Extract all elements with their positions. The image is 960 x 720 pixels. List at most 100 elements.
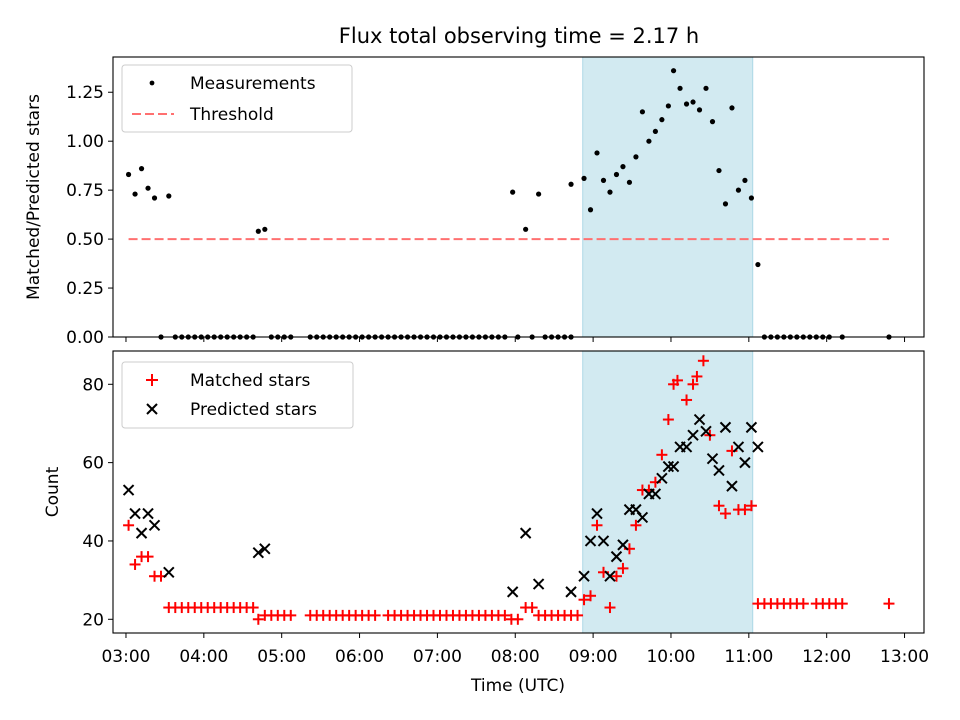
matched-stars-point [578, 594, 590, 606]
measurement-point [620, 164, 626, 170]
measurement-point [652, 128, 658, 135]
ratio-panel-frame [112, 56, 925, 338]
matched-stars-point [745, 500, 757, 512]
predicted-stars-point [578, 570, 590, 582]
matched-stars-point [617, 562, 629, 574]
predicted-stars-point [739, 456, 751, 469]
predicted-stars-point [662, 460, 675, 473]
count-legend-box [121, 361, 354, 429]
matched-stars-point [697, 355, 709, 367]
legend-measurements-label: Measurements [190, 74, 316, 94]
x-tick-label: 04:00 [179, 647, 228, 667]
y-tick-label: 1.25 [66, 83, 104, 103]
predicted-stars-point [519, 527, 532, 539]
matched-stars-point [129, 558, 141, 570]
predicted-stars-point [649, 488, 662, 500]
measurement-point [255, 228, 261, 234]
predicted-stars-point [667, 460, 680, 473]
measurement-point [659, 117, 665, 123]
y-tick-label: 1.00 [66, 132, 104, 152]
y-tick-label: 60 [82, 454, 104, 474]
y-tick-label: 0.00 [66, 328, 104, 348]
measurement-point [665, 103, 671, 109]
measurement-point [696, 107, 703, 113]
measurement-point [600, 177, 607, 183]
predicted-stars-point [129, 507, 141, 520]
matched-stars-point [681, 394, 693, 406]
predicted-stars-point [732, 441, 745, 453]
predicted-stars-point [636, 511, 649, 524]
y-tick-label: 0.50 [66, 230, 104, 250]
measurement-point [581, 175, 587, 181]
measurement-point [613, 171, 620, 178]
measurement-point [151, 195, 158, 201]
predicted-stars-point [252, 547, 265, 559]
measurement-point [536, 191, 542, 197]
measurement-point [729, 105, 735, 111]
predicted-stars-point [122, 484, 135, 496]
measurement-point [703, 85, 709, 91]
predicted-stars-point [259, 543, 271, 555]
y-tick-label: 80 [82, 375, 104, 395]
x-tick-label: 07:00 [413, 647, 462, 667]
x-tick-label: 06:00 [335, 647, 384, 667]
x-tick-label: 09:00 [569, 647, 618, 667]
matched-stars-point [739, 504, 751, 516]
measurement-point [716, 167, 722, 174]
predicted-stars-point [604, 570, 616, 582]
ratio-legend-box [121, 64, 353, 133]
predicted-stars-point [584, 535, 597, 547]
count-y-axis-label: Count [43, 466, 63, 517]
matched-stars-point [662, 414, 674, 426]
x-tick-label: 05:00 [257, 647, 306, 667]
measurement-point [568, 181, 574, 187]
matched-stars-point [526, 602, 538, 614]
y-tick-label: 0.25 [66, 279, 104, 299]
x-tick-label: 08:00 [491, 647, 540, 667]
matched-stars-point [797, 598, 809, 610]
predicted-stars-point [693, 413, 706, 426]
measurement-point [709, 119, 716, 125]
measurement-point [262, 226, 268, 232]
matched-stars-point [142, 551, 154, 563]
matched-stars-point [585, 590, 597, 602]
predicted-stars-point [532, 578, 545, 590]
measurement-point [639, 109, 646, 115]
measurement-point [166, 193, 172, 199]
predicted-stars-point [142, 507, 154, 520]
x-tick-label: 12:00 [802, 647, 851, 667]
ratio-panel: 0.00 0.25 0.50 0.75 1.00 1.25 Matched/Predict… [24, 56, 925, 348]
predicted-stars-point [706, 453, 719, 465]
measurement-point [138, 166, 145, 172]
matched-stars-point [572, 609, 584, 621]
matched-stars-point [604, 602, 616, 614]
x-tick-label: 03:00 [101, 647, 150, 667]
legend-measurements-marker [149, 80, 155, 86]
matched-stars-point [713, 500, 725, 512]
predicted-stars-point [745, 421, 758, 434]
predicted-stars-point [565, 586, 577, 598]
matched-stars-point [512, 613, 524, 625]
matched-stars-point [499, 609, 511, 621]
matched-stars-point [123, 519, 135, 531]
measurement-point [722, 201, 729, 207]
matched-stars-point [247, 602, 259, 614]
predicted-stars-point [506, 586, 519, 598]
predicted-stars-point [680, 441, 693, 453]
highlight-span [582, 56, 754, 338]
y-tick-label: 0.75 [66, 181, 104, 201]
ratio-y-axis-label: Matched/Predicted stars [24, 94, 44, 300]
predicted-stars-point [591, 507, 603, 520]
predicted-stars-point [700, 425, 712, 437]
legend-predicted-marker [146, 403, 158, 415]
measurement-point [594, 150, 600, 156]
matched-stars-point [836, 598, 848, 610]
matched-stars-point [656, 449, 668, 461]
matched-stars-point [671, 374, 683, 386]
count-panel-frame [112, 350, 925, 634]
measurement-point [690, 99, 696, 105]
legend-predicted-label: Predicted stars [190, 400, 317, 420]
measurement-point [735, 187, 742, 193]
measurement-point [683, 101, 690, 107]
